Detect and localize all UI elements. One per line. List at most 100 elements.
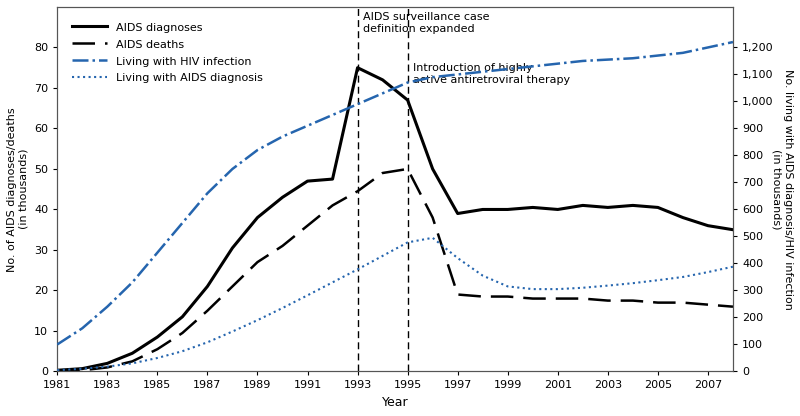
Living with HIV infection — [578, 59, 588, 64]
AIDS diagnoses — [678, 215, 688, 220]
Line: AIDS deaths: AIDS deaths — [58, 169, 733, 371]
AIDS diagnoses — [703, 223, 713, 228]
AIDS deaths — [202, 308, 212, 313]
Legend: AIDS diagnoses, AIDS deaths, Living with HIV infection, Living with AIDS diagnos: AIDS diagnoses, AIDS deaths, Living with… — [67, 17, 267, 88]
Y-axis label: No. living with AIDS diagnosis/HIV infection
(in thousands): No. living with AIDS diagnosis/HIV infec… — [771, 69, 793, 310]
AIDS deaths — [403, 166, 413, 171]
Living with HIV infection — [228, 166, 238, 171]
AIDS deaths — [528, 296, 538, 301]
AIDS diagnoses — [202, 284, 212, 289]
AIDS diagnoses — [653, 205, 662, 210]
Line: Living with HIV infection: Living with HIV infection — [58, 42, 733, 344]
Living with HIV infection — [278, 134, 287, 139]
X-axis label: Year: Year — [382, 396, 409, 409]
Line: Living with AIDS diagnosis: Living with AIDS diagnosis — [58, 238, 733, 370]
AIDS diagnoses — [528, 205, 538, 210]
AIDS deaths — [302, 223, 312, 228]
Living with HIV infection — [328, 112, 338, 117]
Living with AIDS diagnosis — [428, 235, 438, 240]
AIDS deaths — [453, 292, 462, 297]
Living with AIDS diagnosis — [78, 366, 87, 371]
Living with HIV infection — [428, 74, 438, 79]
Living with HIV infection — [603, 57, 613, 62]
Living with AIDS diagnosis — [478, 273, 487, 278]
Living with HIV infection — [178, 220, 187, 225]
Living with AIDS diagnosis — [253, 318, 262, 323]
AIDS diagnoses — [603, 205, 613, 210]
Living with HIV infection — [728, 40, 738, 45]
AIDS deaths — [478, 294, 487, 299]
Living with HIV infection — [302, 123, 312, 128]
AIDS deaths — [703, 302, 713, 307]
AIDS diagnoses — [353, 65, 362, 70]
Living with HIV infection — [78, 326, 87, 331]
Living with HIV infection — [353, 102, 362, 106]
AIDS deaths — [228, 284, 238, 289]
AIDS diagnoses — [153, 334, 162, 339]
Living with AIDS diagnosis — [378, 253, 387, 258]
Living with HIV infection — [53, 342, 62, 347]
AIDS diagnoses — [53, 368, 62, 373]
AIDS deaths — [578, 296, 588, 301]
AIDS deaths — [78, 368, 87, 373]
AIDS deaths — [378, 171, 387, 176]
Living with AIDS diagnosis — [728, 264, 738, 269]
Living with HIV infection — [153, 250, 162, 255]
AIDS diagnoses — [302, 178, 312, 183]
Living with AIDS diagnosis — [53, 368, 62, 373]
AIDS deaths — [278, 243, 287, 248]
Living with AIDS diagnosis — [178, 349, 187, 354]
Living with AIDS diagnosis — [678, 275, 688, 280]
Living with AIDS diagnosis — [703, 270, 713, 275]
Living with AIDS diagnosis — [302, 293, 312, 298]
AIDS diagnoses — [253, 215, 262, 220]
AIDS deaths — [553, 296, 562, 301]
AIDS diagnoses — [228, 245, 238, 250]
Living with AIDS diagnosis — [628, 281, 638, 286]
Living with HIV infection — [478, 69, 487, 74]
AIDS deaths — [178, 330, 187, 335]
AIDS deaths — [253, 260, 262, 265]
Text: Introduction of highly
active antiretroviral therapy: Introduction of highly active antiretrov… — [413, 64, 570, 85]
Living with AIDS diagnosis — [528, 287, 538, 292]
AIDS diagnoses — [428, 166, 438, 171]
AIDS diagnoses — [178, 314, 187, 319]
Living with AIDS diagnosis — [403, 240, 413, 245]
Living with AIDS diagnosis — [153, 356, 162, 361]
AIDS diagnoses — [728, 227, 738, 232]
AIDS deaths — [503, 294, 513, 299]
Living with HIV infection — [678, 50, 688, 55]
Living with AIDS diagnosis — [353, 267, 362, 272]
Line: AIDS diagnoses: AIDS diagnoses — [58, 68, 733, 370]
Living with HIV infection — [553, 61, 562, 66]
AIDS diagnoses — [628, 203, 638, 208]
Y-axis label: No. of AIDS diagnoses/deaths
(in thousands): No. of AIDS diagnoses/deaths (in thousan… — [7, 107, 29, 272]
Living with HIV infection — [703, 45, 713, 50]
Living with HIV infection — [102, 304, 112, 309]
AIDS deaths — [653, 300, 662, 305]
Living with AIDS diagnosis — [328, 280, 338, 285]
Living with HIV infection — [378, 91, 387, 96]
Living with HIV infection — [127, 280, 137, 285]
Living with HIV infection — [253, 148, 262, 153]
Living with HIV infection — [628, 56, 638, 61]
Living with HIV infection — [202, 191, 212, 196]
AIDS diagnoses — [478, 207, 487, 212]
Living with HIV infection — [403, 80, 413, 85]
AIDS diagnoses — [578, 203, 588, 208]
Text: AIDS surveillance case
definition expanded: AIDS surveillance case definition expand… — [362, 12, 489, 34]
Living with AIDS diagnosis — [603, 283, 613, 288]
Living with AIDS diagnosis — [228, 329, 238, 334]
AIDS deaths — [428, 215, 438, 220]
AIDS diagnoses — [553, 207, 562, 212]
Living with HIV infection — [453, 72, 462, 77]
AIDS diagnoses — [278, 195, 287, 200]
AIDS deaths — [53, 369, 62, 374]
AIDS diagnoses — [503, 207, 513, 212]
Living with AIDS diagnosis — [553, 287, 562, 292]
AIDS deaths — [603, 298, 613, 303]
AIDS diagnoses — [378, 77, 387, 82]
AIDS deaths — [102, 365, 112, 370]
AIDS deaths — [127, 359, 137, 364]
AIDS diagnoses — [102, 361, 112, 366]
